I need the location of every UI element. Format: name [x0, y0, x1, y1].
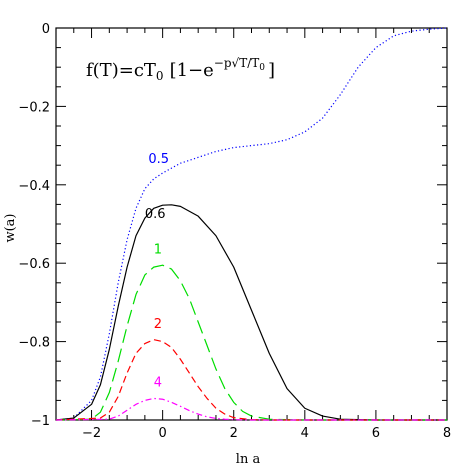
- series-label-0-5: 0.5: [148, 152, 169, 167]
- formula-T: T: [144, 60, 156, 81]
- series-label-0-6: 0.6: [145, 207, 166, 222]
- formula-bracket-close: ]: [268, 60, 275, 81]
- series-label-4: 4: [154, 376, 162, 391]
- y-tick-label: −0.4: [18, 179, 50, 194]
- series-label-2: 2: [154, 317, 162, 332]
- axis-ticks: [55, 27, 448, 421]
- formula-annotation: f(T)=cT0 [1−e−p√T/T0]: [86, 56, 275, 83]
- formula-sqrt: √: [232, 56, 240, 70]
- y-tick-label: −0.2: [18, 100, 50, 115]
- y-tick-label: −0.8: [18, 336, 50, 351]
- series-line-0-6: [55, 204, 447, 421]
- y-tick-label: 0: [42, 22, 50, 37]
- x-tick-label: 2: [230, 426, 238, 441]
- series-lines: [55, 27, 448, 421]
- series-line-2: [55, 339, 447, 421]
- tick-labels: −2 0 2 4 6 8 0 −0.2 −0.4 −0.6 −0.8 −1: [18, 22, 451, 441]
- svg-text:f(T)=cT0[1−e−p√T/T0]: f(T)=cT0 [1−e−p√T/T0]: [86, 56, 275, 83]
- formula-exp-minus-p: −p: [214, 56, 232, 70]
- formula-c: c: [134, 60, 144, 81]
- x-tick-label: 8: [443, 426, 451, 441]
- x-tick-label: 6: [372, 426, 380, 441]
- x-tick-label: 0: [158, 426, 166, 441]
- series-labels: 0.5 0.6 1 2 4: [145, 152, 169, 390]
- formula-sqrt-arg: T/T: [239, 56, 259, 70]
- formula-one-minus: 1−e: [177, 60, 214, 81]
- y-tick-label: −1: [31, 414, 50, 429]
- x-axis-title: ln a: [236, 452, 261, 467]
- formula-sqrt-arg-sub: 0: [259, 63, 265, 73]
- plot-frame: [55, 27, 448, 421]
- series-label-1: 1: [154, 242, 162, 257]
- series-line-1: [55, 264, 447, 421]
- series-line-0-5: [55, 27, 448, 421]
- series-line-4: [55, 397, 447, 421]
- formula-bracket-open: [: [170, 60, 177, 81]
- formula-T-sub: 0: [156, 69, 164, 83]
- formula-lhs: f(T): [86, 60, 119, 81]
- formula-eq: =: [119, 60, 134, 81]
- x-tick-label: 4: [301, 426, 309, 441]
- y-axis-title: w(a): [3, 213, 18, 242]
- x-tick-label: −2: [82, 426, 101, 441]
- plot-border: [55, 27, 448, 421]
- y-tick-label: −0.6: [18, 257, 50, 272]
